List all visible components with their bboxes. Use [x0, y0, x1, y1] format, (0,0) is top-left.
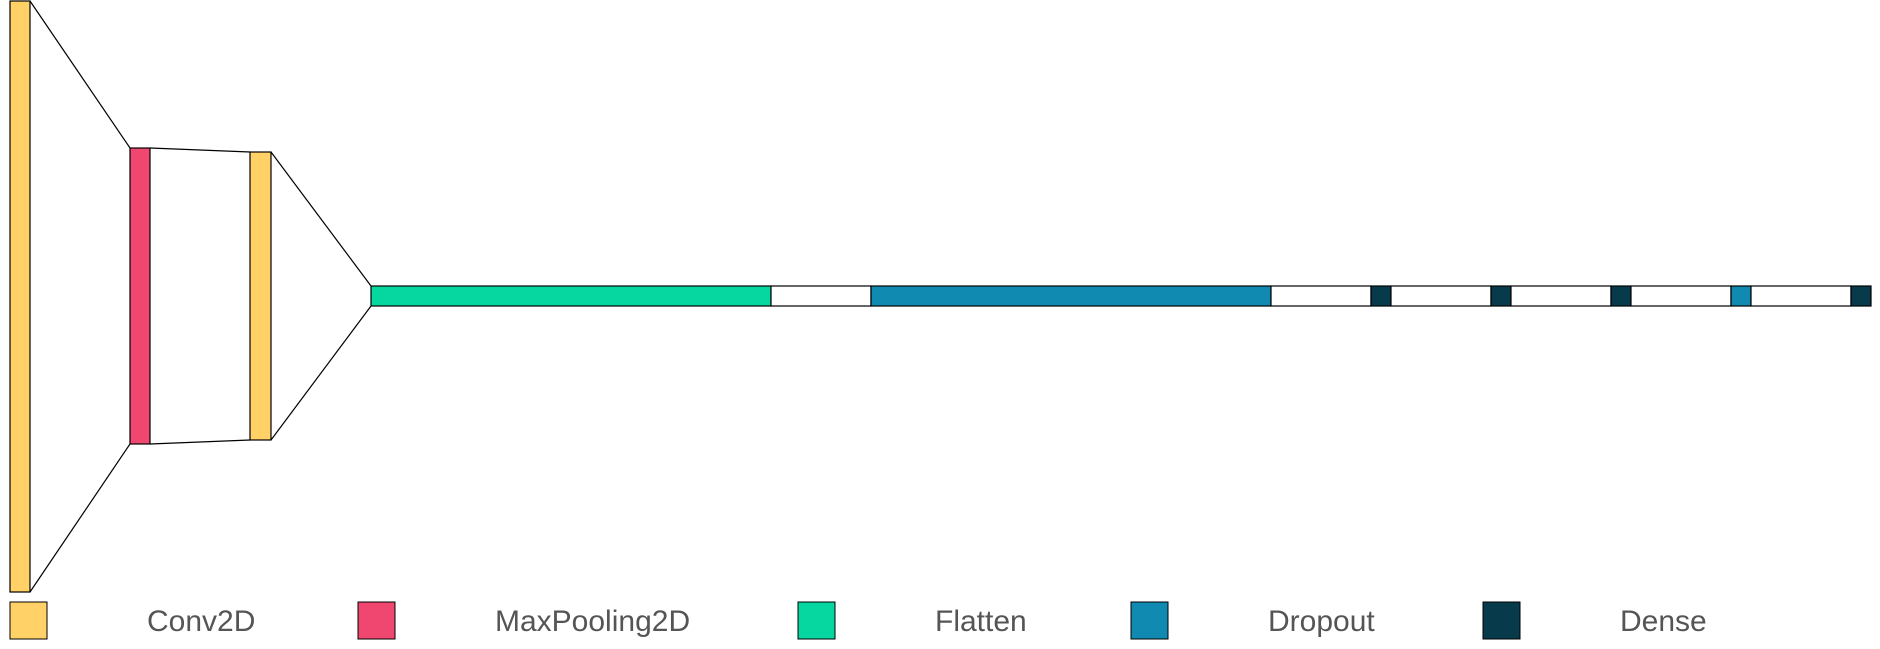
- legend-swatch-dropout: [1130, 601, 1169, 640]
- legend-item-dropout: Dropout: [1130, 601, 1375, 640]
- connector-pool-conv2-top: [149, 147, 251, 153]
- legend-swatch-maxpooling2d: [357, 601, 396, 640]
- legend-label-dropout: Dropout: [1268, 605, 1375, 638]
- connector-conv2-flatten-bottom: [270, 305, 372, 441]
- legend-item-flatten: Flatten: [797, 601, 1027, 640]
- layers: [9, 0, 1872, 593]
- layer-conv2d-1: [9, 0, 31, 593]
- layer-dropout-1: [870, 285, 1272, 307]
- connectors: [29, 0, 372, 593]
- legend-label-flatten: Flatten: [935, 605, 1027, 638]
- connector-conv2-flatten-top: [270, 151, 372, 287]
- gap-5: [1630, 285, 1732, 307]
- layer-dense-2: [1490, 285, 1512, 307]
- legend-label-dense: Dense: [1620, 605, 1707, 638]
- gap-1: [770, 285, 872, 307]
- layer-dense-3: [1610, 285, 1632, 307]
- legend-swatch-flatten: [797, 601, 836, 640]
- connector-pool-conv2-bottom: [149, 439, 251, 445]
- legend-item-conv2d: Conv2D: [9, 601, 255, 640]
- layer-dense-4: [1850, 285, 1872, 307]
- legend-label-maxpooling2d: MaxPooling2D: [495, 605, 690, 638]
- gap-3: [1390, 285, 1492, 307]
- connector-conv1-pool-top: [29, 0, 131, 149]
- layer-dense-1: [1370, 285, 1392, 307]
- legend-swatch-dense: [1482, 601, 1521, 640]
- layer-flatten: [370, 285, 772, 307]
- legend: Conv2D MaxPooling2D Flatten Dropout Dens…: [9, 601, 1707, 640]
- gap-4: [1510, 285, 1612, 307]
- legend-swatch-conv2d: [9, 601, 48, 640]
- legend-item-maxpooling2d: MaxPooling2D: [357, 601, 690, 640]
- connector-conv1-pool-bottom: [29, 443, 131, 593]
- gap-6: [1750, 285, 1852, 307]
- legend-label-conv2d: Conv2D: [147, 605, 255, 638]
- layer-maxpooling2d: [129, 147, 151, 445]
- legend-item-dense: Dense: [1482, 601, 1707, 640]
- layer-dropout-2: [1730, 285, 1752, 307]
- gap-2: [1270, 285, 1372, 307]
- layer-conv2d-2: [249, 151, 272, 441]
